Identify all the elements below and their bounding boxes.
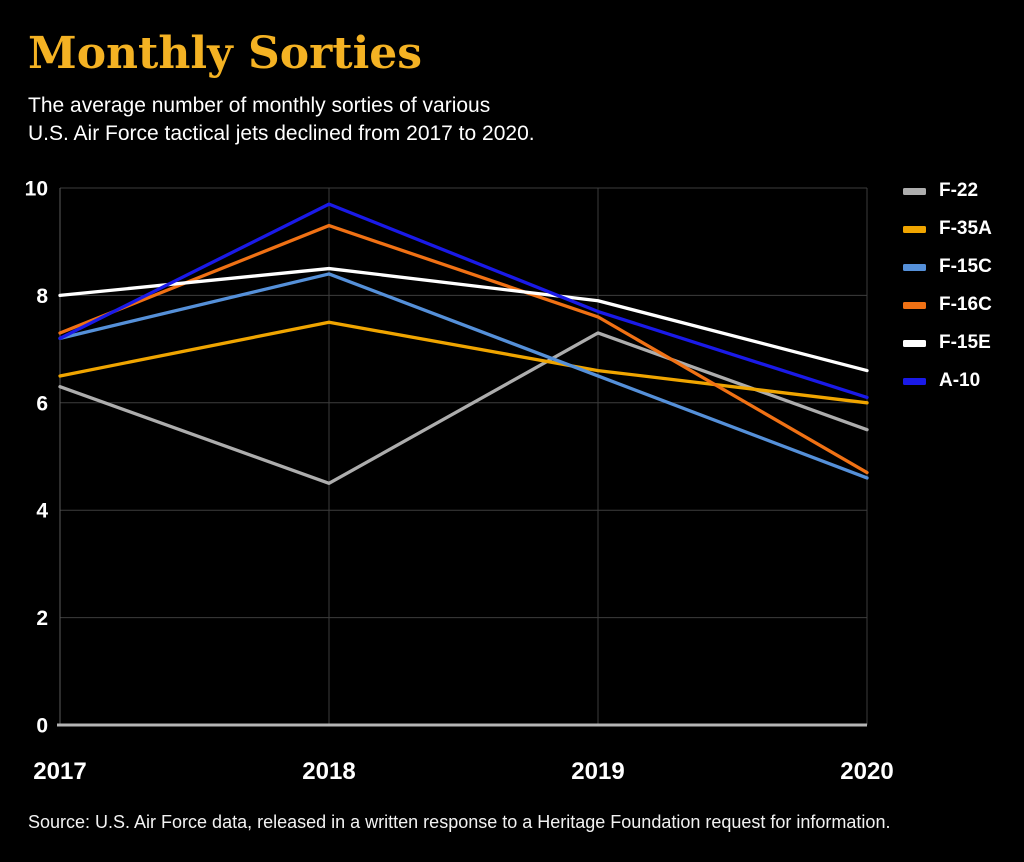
legend-label-f-16c: F-16C xyxy=(939,294,992,315)
chart-canvas: 0 2 4 6 8 10 2017 2018 2019 2020 xyxy=(25,178,894,786)
legend-swatch-f-15c xyxy=(903,263,926,271)
y-tick-label-4: 4 xyxy=(36,500,48,523)
legend-item-f-16c: F-16C xyxy=(903,286,1023,324)
legend-item-f-22: F-22 xyxy=(903,172,1023,210)
legend-label-f-15c: F-15C xyxy=(939,256,992,277)
y-tick-label-0: 0 xyxy=(36,715,48,738)
legend-swatch-f-15e xyxy=(903,339,926,347)
legend-label-f-15e: F-15E xyxy=(939,332,991,353)
source-note: Source: U.S. Air Force data, released in… xyxy=(28,812,891,832)
line-f-16c xyxy=(58,223,869,475)
x-tick-label-2019: 2019 xyxy=(571,758,624,785)
legend-label-a-10: A-10 xyxy=(939,370,981,391)
legend-item-f-15e: F-15E xyxy=(903,324,1023,362)
line-f-35a xyxy=(58,320,869,405)
line-a-10 xyxy=(58,202,869,400)
y-tick-label-10: 10 xyxy=(25,178,48,201)
x-tick-label-2020: 2020 xyxy=(840,758,893,785)
legend-label-f-22: F-22 xyxy=(939,180,979,201)
legend-swatch-f-16c xyxy=(903,301,926,309)
page-title: Monthly Sorties xyxy=(28,28,423,79)
y-tick-label-6: 6 xyxy=(36,392,48,415)
legend-item-f-15c: F-15C xyxy=(903,248,1023,286)
y-tick-label-2: 2 xyxy=(36,607,48,630)
chart-subtitle: The average number of monthly sorties of… xyxy=(28,92,535,148)
legend-item-f-35a: F-35A xyxy=(903,210,1023,248)
legend-item-a-10: A-10 xyxy=(903,362,1023,400)
line-f-15c xyxy=(58,272,869,480)
y-tick-label-8: 8 xyxy=(36,285,48,308)
subtitle-line-1: The average number of monthly sorties of… xyxy=(28,94,491,117)
x-tick-label-2017: 2017 xyxy=(33,758,86,785)
line-f-22 xyxy=(58,331,869,486)
legend-swatch-f-22 xyxy=(903,187,926,195)
chart-legend: F-22 F-35A F-15C F-16C F-15E A-10 xyxy=(903,172,1023,400)
legend-swatch-f-35a xyxy=(903,225,926,233)
monthly-sorties-chart: 0 2 4 6 8 10 2017 2018 2019 2020 xyxy=(0,168,1024,818)
line-f-15e xyxy=(58,266,869,373)
subtitle-line-2: U.S. Air Force tactical jets declined fr… xyxy=(28,122,535,145)
x-tick-label-2018: 2018 xyxy=(302,758,355,785)
legend-swatch-a-10 xyxy=(903,377,926,385)
legend-label-f-35a: F-35A xyxy=(939,218,992,239)
